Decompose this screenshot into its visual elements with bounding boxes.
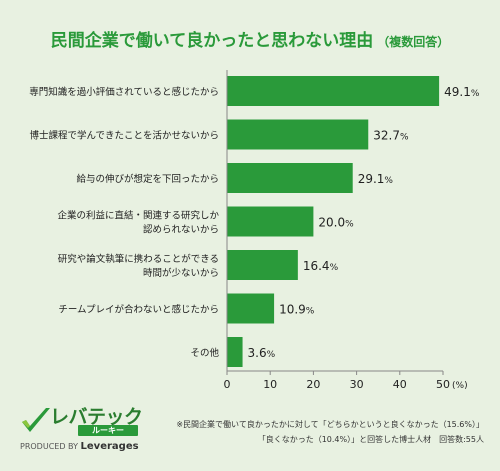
value-label-5: 10.9%: [279, 303, 315, 317]
brand-company: Leverages: [80, 441, 139, 452]
value-label-number-5: 10.9: [279, 303, 306, 317]
value-label-number-4: 16.4: [303, 259, 330, 273]
value-label-unit-0: %: [471, 89, 480, 99]
bar-0: [227, 76, 440, 106]
x-tick-label-3: 30: [350, 378, 364, 391]
x-tick-label-1: 10: [263, 378, 277, 391]
brand-produced-by: PRODUCED BY Leverages: [20, 441, 139, 452]
value-label-number-0: 49.1: [444, 85, 471, 99]
brand-logo: レバテック ルーキー PRODUCED BY Leverages: [20, 398, 143, 458]
category-label-4-line-1: 時間が少ないから: [143, 267, 219, 279]
bar-1: [227, 119, 369, 150]
category-label-6: その他: [190, 347, 219, 359]
value-label-unit-6: %: [267, 350, 276, 360]
bar-3: [227, 206, 314, 237]
x-tick-label-2: 20: [306, 378, 320, 391]
brand-subname: ルーキー: [78, 425, 138, 436]
category-label-3-line-1: 認められないから: [143, 224, 219, 236]
check-mark-icon: [22, 408, 50, 432]
value-label-unit-3: %: [345, 220, 354, 230]
value-label-unit-1: %: [400, 133, 409, 143]
value-label-1: 32.7%: [373, 129, 409, 143]
bar-5: [227, 293, 275, 324]
value-label-6: 3.6%: [248, 346, 276, 360]
value-label-unit-5: %: [306, 307, 315, 317]
x-axis: 0 10 20 30 40 50 (%): [224, 70, 468, 391]
category-label-3-line-0: 企業の利益に直結・関連する研究しか: [57, 210, 219, 222]
category-labels-layer: 49.1% 専門知識を過小評価されていると感じたから 32.7% 博士課程で学んできた…: [29, 85, 480, 360]
brand-name: レバテック: [50, 406, 143, 428]
produced-by-text: PRODUCED BY: [20, 442, 78, 451]
value-label-number-6: 3.6: [248, 346, 267, 360]
category-label-0: 専門知識を過小評価されていると感じたから: [29, 86, 219, 98]
footnote-line-2: 「良くなかった（10.4%）」と回答した博士人材 回答数:55人: [257, 435, 484, 444]
category-label-1: 博士課程で学んできたことを活かせないから: [29, 130, 219, 142]
x-axis-unit: (%): [452, 381, 468, 391]
bar-6: [227, 337, 243, 367]
value-label-3: 20.0%: [318, 216, 354, 230]
chart-title: 民間企業で働いて良かったと思わない理由 （複数回答）: [0, 26, 500, 51]
value-label-4: 16.4%: [303, 259, 339, 273]
bar-2: [227, 163, 353, 193]
x-tick-label-4: 40: [393, 378, 407, 391]
footnote-line-1: ※民間企業で働いて良かったかに対して「どちらかというと良くなかった（15.6%）…: [176, 420, 484, 429]
category-label-5: チームプレイが合わないと感じたから: [58, 304, 219, 316]
value-label-unit-2: %: [384, 176, 393, 186]
value-label-number-3: 20.0: [318, 216, 345, 230]
chart-title-suffix: （複数回答）: [377, 35, 450, 49]
value-label-2: 29.1%: [358, 172, 394, 186]
x-tick-label-5: 50: [436, 378, 450, 391]
value-label-number-1: 32.7: [373, 129, 400, 143]
category-label-2: 給与の伸びが想定を下回ったから: [76, 173, 219, 185]
value-label-unit-4: %: [330, 263, 339, 273]
bar-4: [227, 250, 298, 280]
chart-title-main: 民間企業で働いて良かったと思わない理由: [50, 31, 374, 51]
value-label-0: 49.1%: [444, 85, 480, 99]
category-label-4-line-0: 研究や論文執筆に携わることができる: [58, 253, 219, 265]
bars-layer: [227, 76, 440, 367]
x-tick-label-0: 0: [224, 378, 231, 391]
value-label-number-2: 29.1: [358, 172, 385, 186]
